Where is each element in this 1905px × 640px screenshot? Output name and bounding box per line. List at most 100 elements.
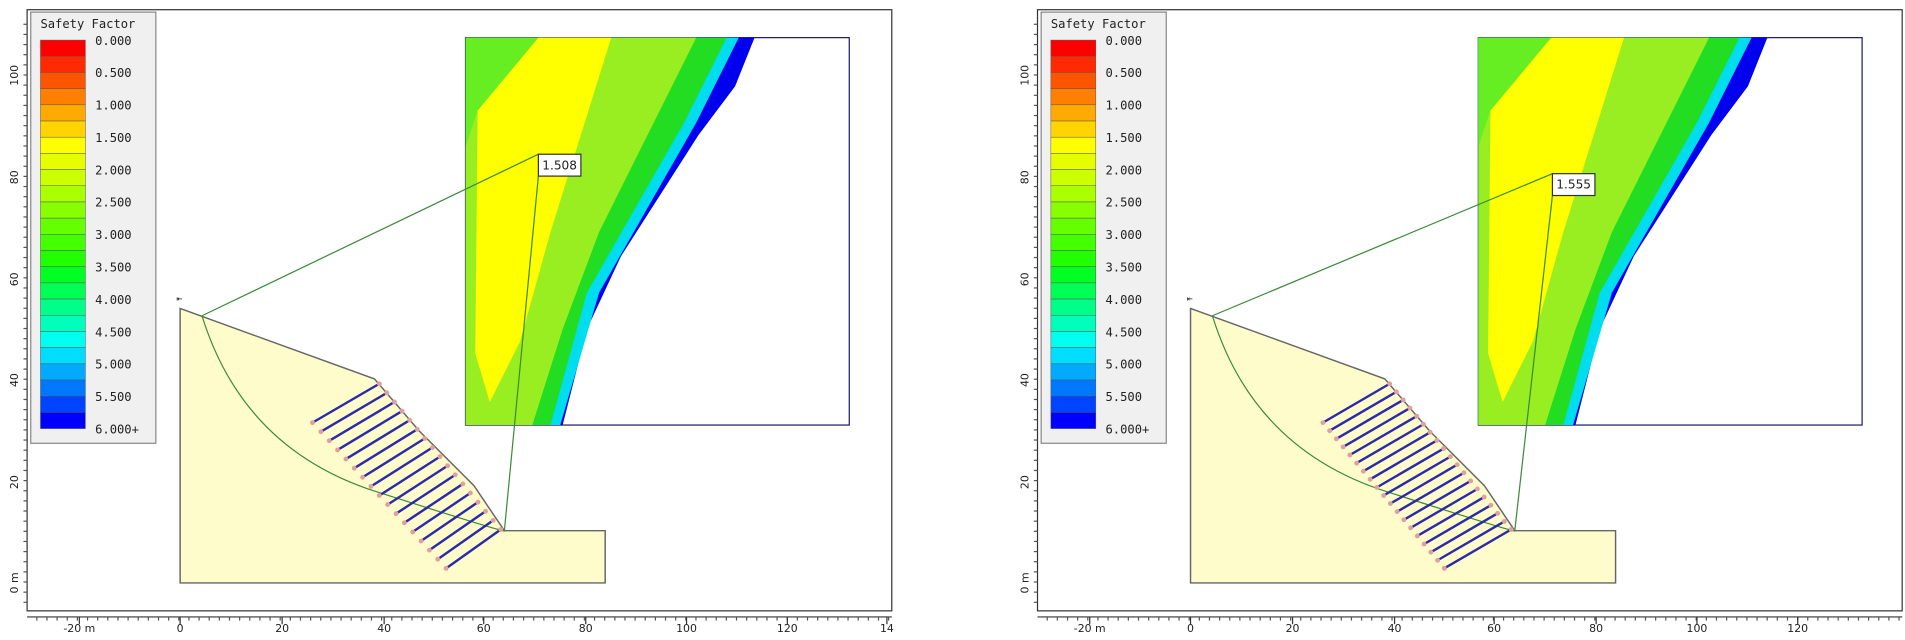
y-tick-label: 40 [1018, 373, 1031, 387]
nail-head [376, 381, 382, 387]
legend-swatch [40, 120, 86, 138]
legend-swatch [40, 201, 86, 219]
x-tick-label: -20 m [63, 622, 95, 635]
panel: -20 m 0 20 40 60 80 100 120 0 m 20 40 60 80 100 ⇤ 1.555… [1018, 9, 1903, 635]
legend-swatch [40, 88, 86, 106]
legend-swatch [1050, 250, 1097, 267]
legend-swatch [40, 104, 86, 122]
soil-nail [378, 455, 441, 497]
nail-end [343, 456, 349, 462]
nail-end [1347, 452, 1353, 458]
limit-marker: ⇤ [1187, 294, 1193, 305]
soil-nail [1423, 504, 1492, 546]
soil-nail [353, 428, 418, 470]
x-tick-label: 0 [177, 622, 184, 635]
legend-swatch [1050, 185, 1097, 203]
soil-nail [1322, 382, 1391, 424]
soil-nail [361, 437, 426, 479]
legend-label: 1.500 [95, 131, 132, 145]
legend-label: 1.500 [1106, 131, 1143, 145]
legend-swatch [40, 250, 86, 267]
nail-end [1360, 468, 1366, 474]
contour-yellowgreen [465, 37, 539, 147]
y-tick-label: 100 [8, 65, 21, 86]
nail-end [368, 483, 374, 489]
legend-swatch [1050, 169, 1097, 187]
soil-nail [1389, 463, 1458, 505]
legend-swatch [1050, 217, 1097, 235]
legend-label: 3.000 [1106, 228, 1143, 242]
nail-head [1461, 470, 1467, 476]
legend-label: 0.000 [95, 34, 132, 48]
factor-box [537, 153, 582, 177]
nail-head [422, 435, 428, 441]
x-tick-label: 80 [579, 622, 593, 635]
legend-label: 5.000 [95, 358, 132, 372]
soil-nail [445, 528, 502, 570]
contour-yellow [475, 37, 612, 402]
nail-head [1474, 486, 1480, 492]
nail-end [393, 511, 399, 517]
legend-label: 4.000 [95, 293, 132, 307]
legend-swatch [40, 217, 86, 235]
nail-head [1434, 438, 1440, 443]
legend-title: Safety Factor [1051, 17, 1146, 31]
nail-head [1407, 405, 1413, 411]
nail-head [445, 463, 451, 469]
nail-head [407, 417, 413, 423]
nail-head [1400, 397, 1406, 403]
soil-nail [1362, 431, 1431, 473]
nail-end [1414, 533, 1420, 539]
legend-label: 0.500 [95, 66, 132, 80]
soil-nail [328, 400, 396, 442]
x-tick-label: 20 [1286, 622, 1300, 635]
y-tick-label: 80 [8, 170, 21, 184]
y-tick-label: 80 [1018, 170, 1031, 184]
nail-head [1454, 462, 1460, 468]
soil-nail [1396, 471, 1465, 513]
nail-end [1421, 541, 1427, 547]
legend-swatch [1050, 266, 1097, 284]
nail-end [1381, 493, 1387, 498]
legend-label: 5.500 [1106, 390, 1143, 404]
legend-swatch [1050, 412, 1097, 429]
legend-label: 6.000+ [95, 422, 139, 436]
factor-label: 1.508 [542, 158, 577, 172]
nail-end [1387, 501, 1393, 507]
legend-swatch [40, 347, 86, 365]
y-tick-label: 60 [1018, 272, 1031, 286]
nail-head [467, 490, 473, 496]
soil-nail [420, 501, 479, 543]
legend-swatch [40, 282, 86, 300]
legend-swatch [1050, 88, 1097, 106]
nail-end [1394, 509, 1400, 515]
legend-swatch [1050, 234, 1097, 251]
soil-nail [1416, 496, 1485, 538]
legend-swatch [1050, 153, 1097, 170]
soil-nail [428, 510, 487, 552]
nail-end [1327, 428, 1333, 434]
x-tick-label: 60 [477, 622, 491, 635]
nail-end [1333, 436, 1339, 442]
legend-swatch [1050, 39, 1097, 57]
x-tick-label: 100 [676, 622, 697, 635]
nail-end [335, 447, 340, 453]
legend-swatch [1050, 363, 1097, 381]
nail-head [475, 499, 481, 505]
legend-swatch [40, 169, 86, 187]
legend-label: 2.000 [95, 163, 132, 177]
legend-swatch [1050, 120, 1097, 138]
nail-end [326, 438, 332, 444]
nail-head [498, 527, 504, 532]
leader-line [503, 176, 539, 531]
soil-nail [1383, 455, 1452, 497]
y-tick-label: 40 [8, 373, 21, 387]
soil-nail [1342, 406, 1411, 448]
nail-end [1401, 517, 1407, 523]
nail-head [1508, 527, 1514, 532]
legend-label: 3.500 [95, 261, 132, 275]
nail-head [1501, 518, 1507, 524]
legend-swatch [1050, 136, 1097, 154]
y-tick-label: 20 [8, 475, 21, 489]
